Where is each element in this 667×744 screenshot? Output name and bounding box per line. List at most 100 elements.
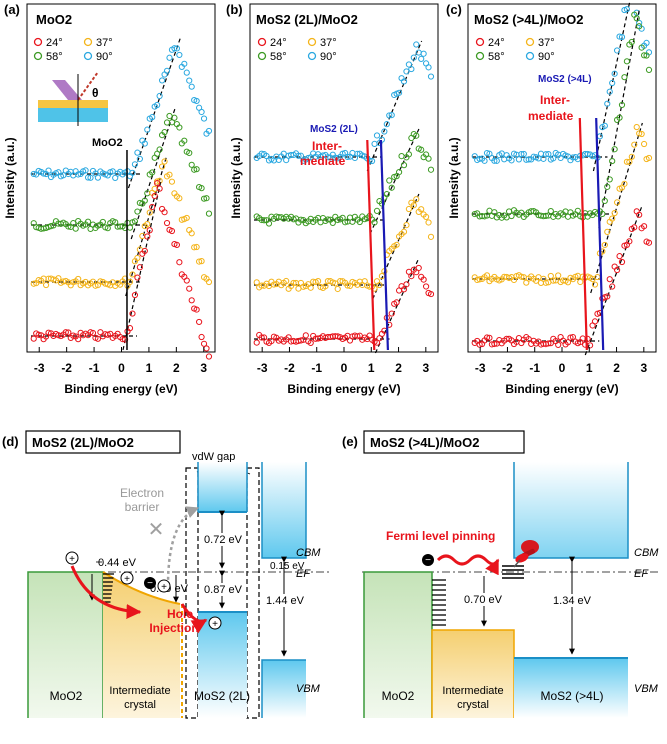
panel-b: (b) MoS2 (2L)/MoO2 24° 37° 58° 90° MoS2 (2L… bbox=[226, 2, 439, 396]
data-point bbox=[393, 241, 400, 248]
data-point bbox=[193, 97, 200, 105]
data-point bbox=[613, 199, 621, 206]
data-point bbox=[191, 166, 198, 173]
data-point bbox=[640, 52, 648, 59]
legend-marker bbox=[525, 37, 535, 47]
data-point bbox=[183, 69, 190, 76]
data-point bbox=[198, 108, 205, 116]
data-point bbox=[626, 238, 633, 245]
data-point bbox=[176, 51, 183, 59]
xticks-b: -3 -2 -1 0 1 2 3 bbox=[257, 347, 429, 375]
data-point bbox=[425, 219, 432, 226]
data-point bbox=[70, 220, 77, 227]
data-point bbox=[606, 88, 613, 95]
data-point bbox=[628, 38, 635, 46]
data-point bbox=[193, 306, 200, 313]
data-point bbox=[623, 6, 631, 13]
series-c-37deg bbox=[471, 122, 653, 294]
data-point bbox=[567, 334, 574, 341]
data-point bbox=[427, 233, 435, 240]
data-point bbox=[618, 101, 626, 109]
data-point bbox=[542, 279, 550, 286]
data-point bbox=[151, 185, 158, 193]
data-point bbox=[596, 133, 604, 140]
data-point bbox=[636, 23, 643, 30]
data-point bbox=[609, 283, 616, 290]
data-point bbox=[427, 73, 435, 80]
data-point bbox=[188, 161, 195, 168]
legend-marker bbox=[475, 51, 485, 61]
data-point bbox=[176, 195, 183, 202]
data-point bbox=[146, 209, 153, 216]
panel-letter-e: (e) bbox=[342, 434, 358, 449]
label-intermediate-e-2: crystal bbox=[457, 699, 489, 711]
data-point bbox=[344, 153, 351, 160]
value-134: 1.34 eV bbox=[553, 595, 592, 607]
panel-title-d: MoS2 (2L)/MoO2 bbox=[32, 435, 134, 450]
svg-text:+: + bbox=[212, 619, 218, 630]
marker-label-mos2-2l: MoS2 (2L) bbox=[310, 124, 358, 135]
data-point bbox=[577, 278, 584, 286]
data-point bbox=[324, 216, 332, 223]
xtick-label: 0 bbox=[559, 361, 566, 375]
xtick-label: 1 bbox=[146, 361, 153, 375]
markers-b bbox=[366, 139, 390, 351]
xtick-label: -3 bbox=[257, 361, 268, 375]
data-point bbox=[141, 247, 148, 255]
panel-e: (e) MoS2 (>4L)/MoO2 MoO2 Intermediate cr… bbox=[342, 430, 660, 718]
data-point bbox=[640, 140, 648, 148]
data-point bbox=[618, 258, 626, 266]
data-point bbox=[381, 128, 388, 135]
data-point bbox=[405, 151, 413, 158]
data-point bbox=[158, 77, 166, 84]
data-point bbox=[47, 223, 55, 230]
data-point bbox=[609, 79, 616, 87]
data-point bbox=[188, 83, 195, 90]
data-point bbox=[161, 129, 168, 136]
xlabel-b: Binding energy (eV) bbox=[287, 382, 400, 396]
data-point bbox=[344, 282, 351, 289]
data-point bbox=[611, 209, 618, 217]
data-point bbox=[198, 185, 205, 192]
data-point bbox=[373, 207, 381, 214]
data-point bbox=[606, 176, 613, 183]
xticks-a: -3 -2 -1 0 1 2 3 bbox=[34, 347, 207, 375]
data-point bbox=[621, 74, 628, 81]
edge-fit bbox=[369, 128, 420, 235]
data-point bbox=[332, 280, 339, 287]
edge-fit bbox=[122, 179, 162, 351]
data-point bbox=[515, 156, 523, 163]
data-point bbox=[290, 279, 297, 287]
data-point bbox=[383, 191, 390, 198]
data-point bbox=[604, 100, 611, 107]
data-point bbox=[601, 241, 608, 249]
data-point bbox=[45, 167, 52, 174]
data-point bbox=[636, 19, 643, 27]
data-point bbox=[408, 273, 415, 280]
data-point bbox=[181, 137, 188, 144]
data-point bbox=[613, 47, 621, 54]
data-point bbox=[569, 333, 577, 341]
barrier-cross-icon: ✕ bbox=[148, 519, 165, 541]
data-point bbox=[427, 166, 435, 173]
data-point bbox=[550, 277, 557, 284]
edge-fit bbox=[598, 7, 641, 229]
data-point bbox=[168, 178, 176, 185]
data-point bbox=[283, 277, 290, 285]
mask-144 bbox=[264, 594, 306, 607]
spectra-a bbox=[30, 37, 213, 360]
value-070: 0.70 eV bbox=[464, 594, 503, 606]
data-point bbox=[305, 154, 312, 162]
label-moo2-e: MoO2 bbox=[382, 689, 415, 703]
xtick-label: 0 bbox=[341, 361, 348, 375]
data-point bbox=[156, 92, 163, 100]
data-point bbox=[645, 154, 653, 162]
data-point bbox=[149, 114, 156, 121]
data-point bbox=[87, 174, 94, 181]
label-hole-2: Injection bbox=[149, 621, 198, 635]
far-cb-d bbox=[262, 462, 306, 558]
edge-fit bbox=[125, 155, 168, 297]
value-044: 0.44 eV bbox=[98, 557, 137, 569]
data-point bbox=[354, 333, 361, 340]
